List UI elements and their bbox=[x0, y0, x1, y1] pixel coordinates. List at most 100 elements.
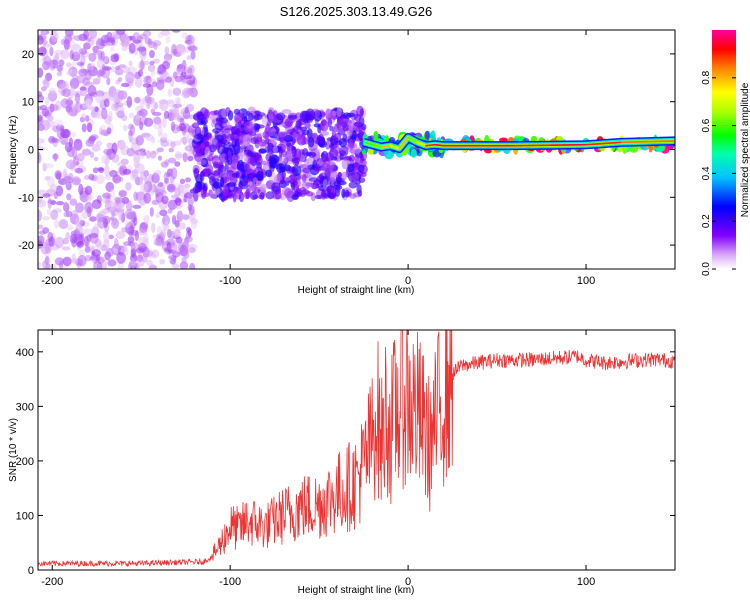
spectrogram-blob bbox=[114, 196, 121, 204]
spectrogram-blob bbox=[301, 173, 307, 183]
spectrogram-blob bbox=[118, 140, 127, 149]
spectrogram-blob bbox=[45, 106, 53, 117]
spectrogram-blob bbox=[82, 100, 90, 109]
spectrogram-blob bbox=[41, 30, 47, 39]
spectrogram-blob bbox=[66, 62, 72, 68]
spectrogram-blob bbox=[149, 60, 155, 65]
snr-panel: -200 -100 0 100 0 100 200 300 400 Height of str… bbox=[8, 329, 676, 596]
snr-plot-area bbox=[38, 330, 675, 570]
spectrogram-blob bbox=[233, 108, 241, 115]
spectrogram-blob bbox=[47, 199, 57, 204]
spectrogram-x-label: Height of straight line (km) bbox=[298, 285, 415, 296]
spectrogram-blob bbox=[113, 237, 119, 250]
spectrogram-blob bbox=[38, 261, 42, 269]
spectrogram-blob bbox=[262, 131, 270, 139]
spectrogram-x-tick-label: -200 bbox=[41, 275, 63, 287]
spectrogram-blob bbox=[367, 147, 373, 155]
spectrogram-blob bbox=[224, 155, 229, 161]
spectrogram-blob bbox=[100, 129, 109, 137]
spectrogram-blob bbox=[143, 75, 151, 85]
spectrogram-blob bbox=[85, 37, 92, 42]
snr-y-tick-label: 100 bbox=[16, 510, 34, 522]
spectrogram-blob bbox=[373, 130, 379, 142]
spectrogram-blob bbox=[64, 142, 73, 153]
spectrogram-blob bbox=[77, 254, 87, 267]
spectrogram-blob bbox=[174, 97, 180, 104]
spectrogram-blob bbox=[331, 130, 336, 138]
spectrogram-blob bbox=[360, 123, 367, 131]
spectrogram-blob bbox=[38, 146, 46, 152]
spectrogram-blob bbox=[121, 33, 130, 46]
spectrogram-blob bbox=[339, 145, 349, 157]
spectrogram-blob bbox=[313, 165, 320, 172]
spectrogram-blob bbox=[132, 204, 142, 209]
spectrogram-blob bbox=[96, 71, 103, 78]
spectrogram-blob bbox=[79, 116, 85, 123]
spectrogram-blob bbox=[87, 85, 97, 97]
spectrogram-blob bbox=[73, 35, 84, 41]
spectrogram-blob bbox=[293, 190, 300, 200]
spectrogram-blob bbox=[239, 174, 249, 187]
spectrogram-blob bbox=[361, 149, 367, 155]
spectrogram-blob bbox=[247, 150, 254, 158]
spectrogram-blob bbox=[137, 242, 147, 253]
spectrogram-blob bbox=[125, 182, 132, 191]
spectrogram-ridge-core bbox=[371, 143, 383, 148]
spectrogram-blob bbox=[101, 197, 111, 203]
spectrogram-blob bbox=[116, 161, 126, 167]
spectrogram-blob bbox=[140, 221, 149, 230]
spectrogram-blob bbox=[149, 207, 154, 217]
spectrogram-blob bbox=[62, 168, 68, 178]
spectrogram-blob bbox=[151, 172, 160, 184]
spectrogram-blob bbox=[157, 125, 163, 137]
spectrogram-blob bbox=[171, 170, 178, 177]
spectrogram-blob bbox=[49, 46, 54, 57]
spectrogram-blob bbox=[268, 111, 273, 124]
spectrogram-blob bbox=[96, 241, 103, 250]
spectrogram-blob bbox=[71, 131, 77, 138]
spectrogram-blob bbox=[85, 240, 90, 248]
spectrogram-blob bbox=[144, 176, 149, 185]
spectrogram-blob bbox=[326, 192, 337, 198]
spectrogram-blob bbox=[166, 100, 175, 108]
spectrogram-blob bbox=[187, 45, 198, 52]
spectrogram-blob bbox=[143, 117, 154, 127]
spectrogram-blob bbox=[305, 181, 314, 188]
snr-y-axis: 0 100 200 300 400 bbox=[16, 347, 675, 577]
spectrogram-blob bbox=[272, 110, 278, 118]
spectrogram-blob bbox=[128, 112, 135, 119]
spectrogram-blob bbox=[76, 240, 85, 248]
colorbar-tick-label: 0.2 bbox=[701, 214, 712, 228]
spectrogram-blob bbox=[201, 192, 210, 198]
spectrogram-blob bbox=[275, 112, 286, 121]
spectrogram-blob bbox=[184, 145, 194, 152]
spectrogram-blob bbox=[186, 132, 193, 138]
spectrogram-blob bbox=[155, 184, 166, 195]
spectrogram-blob bbox=[42, 162, 47, 172]
spectrogram-blob bbox=[86, 194, 94, 201]
spectrogram-blob bbox=[104, 175, 111, 181]
spectrogram-blob bbox=[291, 164, 302, 177]
spectrogram-blob bbox=[256, 132, 264, 138]
spectrogram-blob bbox=[134, 176, 143, 186]
spectrogram-blob bbox=[110, 66, 116, 73]
spectrogram-blob bbox=[281, 109, 292, 114]
spectrogram-blob bbox=[175, 236, 183, 244]
spectrogram-blob bbox=[245, 188, 251, 199]
colorbar-tick-label: 0.0 bbox=[701, 262, 712, 276]
spectrogram-blob bbox=[153, 58, 160, 64]
spectrogram-blob bbox=[164, 159, 170, 166]
spectrogram-blob bbox=[265, 169, 273, 178]
snr-y-label: SNR (10 * v/v) bbox=[8, 418, 19, 482]
spectrogram-blob bbox=[111, 151, 118, 163]
spectrogram-blob bbox=[287, 114, 298, 120]
spectrogram-blob bbox=[163, 171, 170, 182]
spectrogram-blob bbox=[130, 241, 139, 250]
spectrogram-blob bbox=[78, 249, 86, 256]
spectrogram-blob bbox=[53, 219, 60, 229]
spectrogram-blob bbox=[330, 135, 336, 147]
spectrogram-blob bbox=[258, 148, 267, 154]
spectrogram-blob bbox=[320, 118, 327, 127]
spectrogram-blob bbox=[92, 167, 99, 174]
spectrogram-blob bbox=[150, 222, 156, 234]
